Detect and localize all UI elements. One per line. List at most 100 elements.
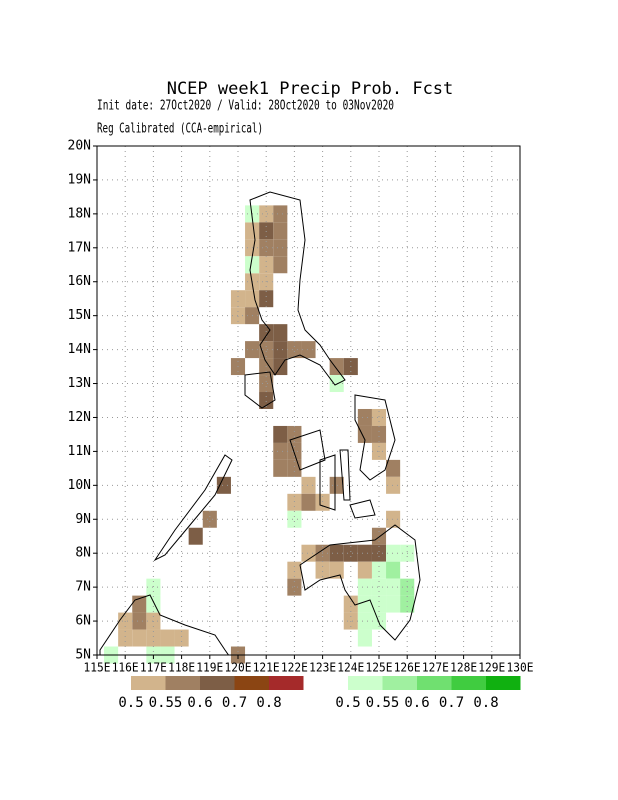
coastline xyxy=(153,454,233,562)
plot-frame xyxy=(96,145,521,656)
probability-cell xyxy=(287,510,302,528)
colorbar-box xyxy=(200,676,235,690)
colorbar-box xyxy=(451,676,486,690)
probability-cell xyxy=(188,527,203,545)
probability-cell xyxy=(216,476,231,494)
probability-cell xyxy=(273,205,288,223)
colorbar-label: 0.6 xyxy=(187,695,212,711)
probability-cell xyxy=(259,256,274,274)
colorbar-label: 0.5 xyxy=(335,695,360,711)
probability-cell xyxy=(315,561,330,579)
coastline xyxy=(299,524,421,641)
probability-cell xyxy=(329,476,344,494)
x-tick-label: 126E xyxy=(394,661,421,675)
probability-cell xyxy=(357,595,372,613)
x-tick-label: 123E xyxy=(309,661,336,675)
coastline xyxy=(249,191,346,386)
probability-cell xyxy=(371,408,387,426)
probability-cell xyxy=(371,595,387,613)
colorbar-label: 0.7 xyxy=(222,695,247,711)
probability-cell xyxy=(357,425,372,443)
probability-cell xyxy=(146,578,161,596)
coastline xyxy=(354,394,396,481)
probability-cell xyxy=(287,493,302,511)
x-tick-label: 115E xyxy=(84,661,111,675)
x-tick-label: 127E xyxy=(422,661,449,675)
probability-cell xyxy=(273,442,288,460)
probability-cell xyxy=(245,222,260,240)
y-tick-label: 13N xyxy=(68,376,91,391)
probability-cell xyxy=(259,239,274,257)
probability-cell xyxy=(174,629,189,647)
probability-cell xyxy=(132,612,147,630)
colorbar-label: 0.55 xyxy=(366,695,400,711)
y-tick-label: 8N xyxy=(75,546,91,561)
x-tick-label: 128E xyxy=(450,661,477,675)
probability-cell xyxy=(259,222,274,240)
probability-cell xyxy=(245,256,260,274)
probability-cell xyxy=(118,629,133,647)
y-tick-label: 10N xyxy=(68,478,91,493)
probability-cell xyxy=(230,290,246,308)
coastline xyxy=(339,449,351,501)
probability-cell xyxy=(287,578,302,596)
probability-cell xyxy=(287,561,302,579)
probability-cell xyxy=(386,459,401,477)
probability-cell xyxy=(343,595,358,613)
x-tick-label: 116E xyxy=(112,661,139,675)
subtitle: Init date: 27Oct2020 / Valid: 28Oct2020 … xyxy=(97,99,394,114)
probability-cell xyxy=(273,341,288,359)
colorbar-label: 0.55 xyxy=(149,695,183,711)
subtitle: Reg Calibrated (CCA-empirical) xyxy=(97,122,263,137)
probability-cell xyxy=(301,476,316,494)
coastline xyxy=(289,429,326,471)
probability-cell xyxy=(357,612,372,630)
probability-cell xyxy=(146,595,161,613)
probability-cell xyxy=(386,578,401,596)
y-tick-label: 19N xyxy=(68,172,91,187)
probability-cell xyxy=(329,561,344,579)
x-tick-label: 118E xyxy=(168,661,195,675)
probability-cell xyxy=(357,629,372,647)
probability-cell xyxy=(357,578,372,596)
probability-cell xyxy=(301,493,316,511)
y-tick-label: 16N xyxy=(68,274,91,289)
coastlines xyxy=(99,191,421,655)
y-tick-label: 18N xyxy=(68,206,91,221)
probability-cell xyxy=(329,375,344,393)
y-tick-label: 20N xyxy=(68,139,91,154)
probability-cell xyxy=(301,341,316,359)
probability-cell xyxy=(259,375,274,393)
probability-cell xyxy=(259,290,274,308)
probability-cell xyxy=(386,510,401,528)
probability-cell xyxy=(329,544,344,562)
colorbar-box xyxy=(486,676,521,690)
probability-cell xyxy=(357,408,372,426)
x-tick-label: 125E xyxy=(366,661,393,675)
probability-cell xyxy=(386,544,401,562)
probability-cell xyxy=(371,425,387,443)
probability-cell xyxy=(386,561,401,579)
x-tick-label: 122E xyxy=(281,661,308,675)
probability-cell xyxy=(371,561,387,579)
probability-cell xyxy=(357,544,372,562)
colorbar-label: 0.6 xyxy=(404,695,429,711)
coastline xyxy=(319,454,336,511)
probability-cell xyxy=(386,476,401,494)
colorbar-box xyxy=(269,676,304,690)
y-tick-label: 14N xyxy=(68,342,91,357)
probability-cell xyxy=(273,425,288,443)
probability-cell xyxy=(146,629,161,647)
colorbar-label: 0.8 xyxy=(473,695,498,711)
title: NCEP week1 Precip Prob. Fcst xyxy=(167,79,454,99)
x-tick-label: 119E xyxy=(196,661,223,675)
y-tick-label: 15N xyxy=(68,308,91,323)
coastline xyxy=(99,594,230,655)
probability-cell xyxy=(287,341,302,359)
colorbar-label: 0.5 xyxy=(118,695,143,711)
y-tick-label: 17N xyxy=(68,240,91,255)
y-tick-label: 9N xyxy=(75,512,91,527)
x-tick-label: 121E xyxy=(253,661,280,675)
x-tick-label: 117E xyxy=(140,661,167,675)
